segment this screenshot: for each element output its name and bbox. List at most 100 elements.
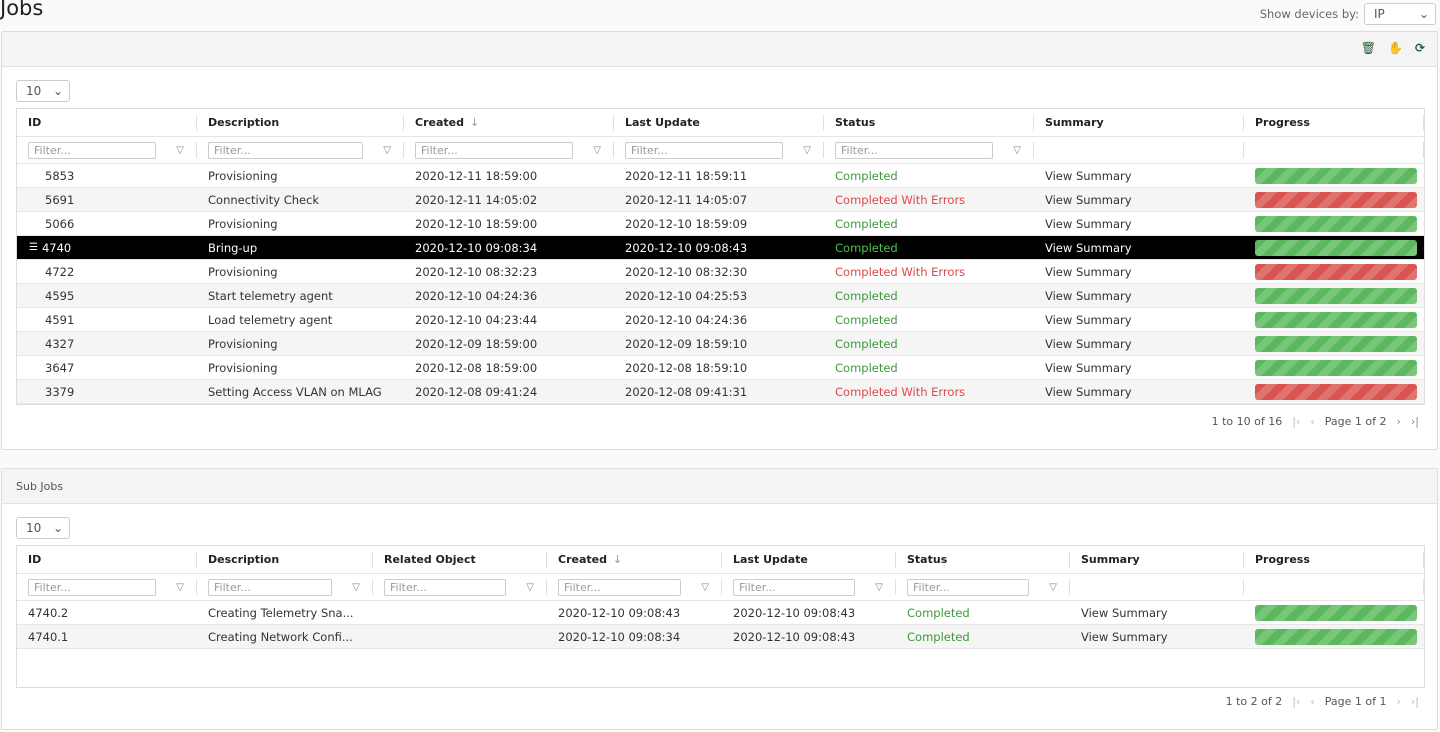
summary-cell[interactable]: View Summary xyxy=(1034,164,1244,187)
summary-cell[interactable]: View Summary xyxy=(1070,601,1244,624)
filter-icon[interactable]: ▽ xyxy=(803,144,811,156)
filter-icon[interactable]: ▽ xyxy=(593,144,601,156)
filter-icon[interactable]: ▽ xyxy=(352,581,360,593)
filter-icon[interactable]: ▽ xyxy=(383,144,391,156)
subjobs-page-size-select[interactable]: 10 ⌄ xyxy=(16,517,70,539)
summary-cell[interactable]: View Summary xyxy=(1070,625,1244,648)
view-summary-link[interactable]: View Summary xyxy=(1081,629,1168,644)
filter-icon[interactable]: ▽ xyxy=(875,581,883,593)
table-row[interactable]: 3647 Provisioning 2020-12-08 18:59:00 2020-… xyxy=(17,356,1424,380)
next-page-icon[interactable]: › xyxy=(1396,695,1401,708)
column-header-status[interactable]: Status xyxy=(896,551,1070,568)
subjobs-panel-header: Sub Jobs xyxy=(2,469,1437,504)
filter-icon[interactable]: ▽ xyxy=(526,581,534,593)
trash-icon[interactable]: 🗑 xyxy=(1360,41,1376,55)
column-header-summary[interactable]: Summary xyxy=(1070,551,1244,568)
last-page-icon[interactable]: ›| xyxy=(1410,415,1419,428)
table-row[interactable]: ☰ 4740 Bring-up 2020-12-10 09:08:34 2020-12-… xyxy=(17,236,1424,260)
table-row[interactable]: 4740.1 Creating Network Confi... 2020-12-1… xyxy=(17,625,1424,649)
column-header-status[interactable]: Status xyxy=(824,114,1034,131)
last_update-cell: 2020-12-08 09:41:31 xyxy=(614,380,824,403)
hand-icon[interactable]: ✋ xyxy=(1387,41,1403,55)
column-header-summary[interactable]: Summary xyxy=(1034,114,1244,131)
summary-cell[interactable]: View Summary xyxy=(1034,284,1244,307)
column-header-id[interactable]: ID xyxy=(17,114,197,131)
view-summary-link[interactable]: View Summary xyxy=(1045,384,1132,399)
summary-cell[interactable]: View Summary xyxy=(1034,308,1244,331)
column-header-description[interactable]: Description xyxy=(197,114,404,131)
first-page-icon[interactable]: |‹ xyxy=(1292,415,1301,428)
filter-cell: Filter... ▽ xyxy=(404,141,614,159)
column-header-last-update[interactable]: Last Update xyxy=(722,551,896,568)
summary-cell[interactable]: View Summary xyxy=(1034,332,1244,355)
summary-cell[interactable]: View Summary xyxy=(1034,236,1244,259)
view-summary-link[interactable]: View Summary xyxy=(1045,336,1132,351)
id-cell: 4722 xyxy=(17,260,197,283)
summary-cell[interactable]: View Summary xyxy=(1034,212,1244,235)
table-row[interactable]: 4595 Start telemetry agent 2020-12-10 04:2… xyxy=(17,284,1424,308)
last_update-cell: 2020-12-10 09:08:43 xyxy=(722,601,896,624)
column-header-created[interactable]: Created ↓ xyxy=(547,551,722,568)
prev-page-icon[interactable]: ‹ xyxy=(1310,695,1315,708)
table-row[interactable]: 4591 Load telemetry agent 2020-12-10 04:23… xyxy=(17,308,1424,332)
filter-input[interactable]: Filter... xyxy=(907,578,1029,596)
status-value: Completed xyxy=(907,629,970,644)
table-row[interactable]: 4740.2 Creating Telemetry Sna... 2020-12-1… xyxy=(17,601,1424,625)
filter-icon[interactable]: ▽ xyxy=(176,144,184,156)
filter-icon[interactable]: ▽ xyxy=(176,581,184,593)
filter-input[interactable]: Filter... xyxy=(208,578,332,596)
filter-input[interactable]: Filter... xyxy=(384,578,506,596)
table-row[interactable]: 4722 Provisioning 2020-12-10 08:32:23 2020-… xyxy=(17,260,1424,284)
filter-cell: Filter... ▽ xyxy=(197,141,404,159)
progress-bar xyxy=(1255,215,1417,232)
jobs-page-size-select[interactable]: 10 ⌄ xyxy=(16,80,70,102)
filter-input[interactable]: Filter... xyxy=(415,141,573,159)
column-header-progress[interactable]: Progress xyxy=(1244,114,1424,131)
filter-input[interactable]: Filter... xyxy=(28,578,156,596)
column-header-progress[interactable]: Progress xyxy=(1244,551,1424,568)
subjobs-panel: Sub Jobs 10 ⌄ ID Description Related Object… xyxy=(1,468,1438,730)
filter-icon[interactable]: ▽ xyxy=(701,581,709,593)
view-summary-link[interactable]: View Summary xyxy=(1045,312,1132,327)
pager-range: 1 to 2 of 2 xyxy=(1225,695,1283,708)
column-header-id[interactable]: ID xyxy=(17,551,197,568)
filter-input[interactable]: Filter... xyxy=(558,578,681,596)
summary-cell[interactable]: View Summary xyxy=(1034,188,1244,211)
view-summary-link[interactable]: View Summary xyxy=(1045,264,1132,279)
column-header-related-object[interactable]: Related Object xyxy=(373,551,547,568)
first-page-icon[interactable]: |‹ xyxy=(1292,695,1301,708)
view-summary-link[interactable]: View Summary xyxy=(1045,360,1132,375)
created-value: 2020-12-10 04:23:44 xyxy=(415,312,538,327)
show-devices-select[interactable]: IP ⌄ xyxy=(1364,3,1436,25)
column-header-last-update[interactable]: Last Update xyxy=(614,114,824,131)
table-row[interactable]: 5066 Provisioning 2020-12-10 18:59:00 2020-… xyxy=(17,212,1424,236)
summary-cell[interactable]: View Summary xyxy=(1034,380,1244,403)
refresh-icon[interactable]: ⟳ xyxy=(1414,41,1425,55)
summary-cell[interactable]: View Summary xyxy=(1034,356,1244,379)
view-summary-link[interactable]: View Summary xyxy=(1045,168,1132,183)
filter-icon[interactable]: ▽ xyxy=(1013,144,1021,156)
next-page-icon[interactable]: › xyxy=(1396,415,1401,428)
filter-input[interactable]: Filter... xyxy=(625,141,783,159)
table-row[interactable]: 4327 Provisioning 2020-12-09 18:59:00 2020-… xyxy=(17,332,1424,356)
created-cell: 2020-12-10 04:23:44 xyxy=(404,308,614,331)
last_update-cell: 2020-12-09 18:59:10 xyxy=(614,332,824,355)
view-summary-link[interactable]: View Summary xyxy=(1045,240,1132,255)
table-row[interactable]: 3379 Setting Access VLAN on MLAG 2020-12-0… xyxy=(17,380,1424,404)
last-page-icon[interactable]: ›| xyxy=(1410,695,1419,708)
filter-input[interactable]: Filter... xyxy=(208,141,363,159)
view-summary-link[interactable]: View Summary xyxy=(1045,288,1132,303)
view-summary-link[interactable]: View Summary xyxy=(1045,192,1132,207)
filter-input[interactable]: Filter... xyxy=(733,578,855,596)
table-row[interactable]: 5853 Provisioning 2020-12-11 18:59:00 2020-… xyxy=(17,164,1424,188)
table-row[interactable]: 5691 Connectivity Check 2020-12-11 14:05:0… xyxy=(17,188,1424,212)
summary-cell[interactable]: View Summary xyxy=(1034,260,1244,283)
filter-icon[interactable]: ▽ xyxy=(1049,581,1057,593)
filter-input[interactable]: Filter... xyxy=(28,141,156,159)
view-summary-link[interactable]: View Summary xyxy=(1045,216,1132,231)
prev-page-icon[interactable]: ‹ xyxy=(1310,415,1315,428)
column-header-description[interactable]: Description xyxy=(197,551,373,568)
view-summary-link[interactable]: View Summary xyxy=(1081,605,1168,620)
column-header-created[interactable]: Created ↓ xyxy=(404,114,614,131)
filter-input[interactable]: Filter... xyxy=(835,141,993,159)
